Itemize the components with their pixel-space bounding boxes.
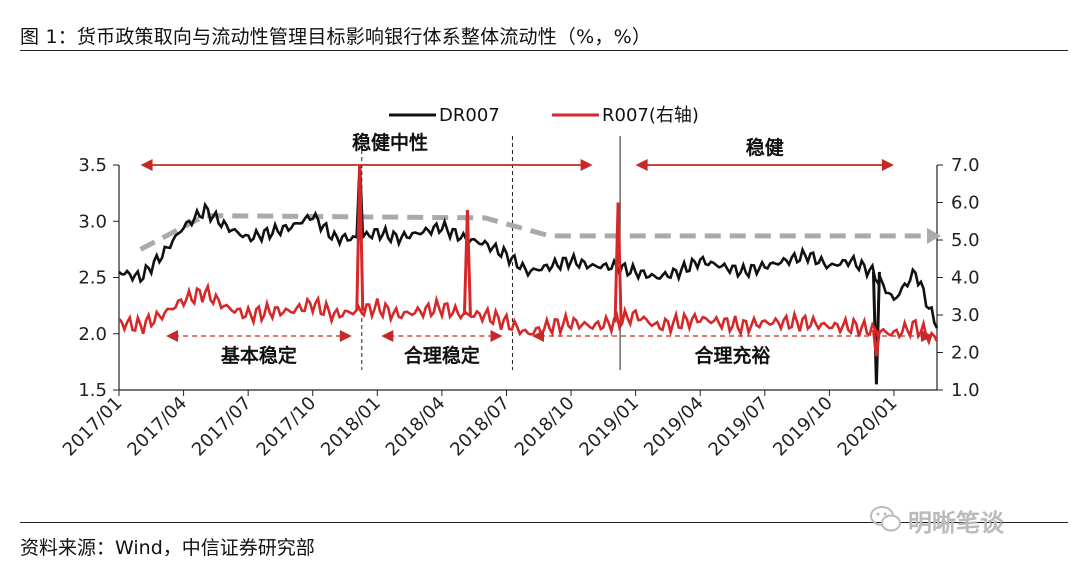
- y-right-tick-label: 7.0: [951, 155, 980, 176]
- y-left-tick-label: 3.0: [78, 211, 107, 232]
- x-tick-label: 2019/10: [769, 393, 837, 461]
- liquidity-label: 合理稳定: [404, 344, 480, 367]
- watermark-text: 明晰笔谈: [908, 509, 1004, 537]
- policy-arrow-head-left: [635, 159, 648, 171]
- liquidity-arrow-head-left: [166, 330, 179, 342]
- x-tick-label: 2020/01: [834, 393, 902, 461]
- trend-arrowhead: [927, 227, 941, 244]
- policy-label: 稳健中性: [352, 131, 428, 154]
- x-tick-label: 2018/10: [511, 393, 579, 461]
- title-rule: [20, 50, 1068, 51]
- series-spike: [871, 271, 881, 385]
- liquidity-arrow-head-left: [532, 330, 544, 342]
- y-right-tick-label: 2.0: [951, 343, 980, 364]
- y-right-tick-label: 6.0: [951, 193, 980, 214]
- y-right-tick-label: 1.0: [951, 380, 980, 401]
- y-left-tick-label: 2.5: [78, 268, 107, 289]
- source-note: 资料来源：Wind，中信证券研究部: [20, 537, 315, 559]
- source-rule: [20, 522, 1068, 523]
- liquidity-arrow-head-right: [921, 330, 933, 342]
- liquidity-arrow-head-right: [339, 330, 352, 342]
- y-left-tick-label: 2.0: [78, 324, 107, 345]
- liquidity-label: 基本稳定: [220, 344, 297, 367]
- series-line-r007: [117, 281, 939, 346]
- x-tick-label: 2017/10: [253, 393, 321, 461]
- x-tick-label: 2018/07: [446, 393, 514, 461]
- x-tick-label: 2019/07: [705, 393, 773, 461]
- y-right-tick-label: 5.0: [951, 230, 980, 251]
- y-right-tick-label: 3.0: [951, 305, 980, 326]
- x-tick-label: 2018/04: [382, 393, 450, 461]
- y-left-tick-label: 1.5: [78, 380, 107, 401]
- trend-line: [139, 213, 937, 252]
- series-spike: [871, 329, 881, 357]
- y-right-tick-label: 4.0: [951, 268, 980, 289]
- x-tick-label: 2018/01: [317, 393, 385, 461]
- series-line-dr007: [118, 201, 939, 329]
- y-left-tick-label: 3.5: [78, 155, 107, 176]
- wechat-icon: [870, 506, 901, 532]
- x-tick-label: 2019/01: [575, 393, 643, 461]
- x-tick-label: 2017/07: [188, 393, 256, 461]
- liquidity-arrow-head-left: [381, 330, 394, 342]
- policy-arrow-head-right: [881, 159, 894, 171]
- x-tick-label: 2017/04: [123, 393, 191, 461]
- series-spike: [613, 202, 623, 323]
- legend-label: DR007: [439, 105, 500, 126]
- x-tick-label: 2019/04: [640, 393, 708, 461]
- liquidity-arrow-head-right: [490, 330, 503, 342]
- series-spike: [462, 209, 472, 316]
- policy-arrow-head-left: [140, 159, 153, 171]
- policy-label: 稳健: [746, 136, 784, 159]
- figure-title: 图 1：货币政策取向与流动性管理目标影响银行体系整体流动性（%，%）: [20, 26, 652, 48]
- legend-label: R007(右轴): [602, 105, 699, 126]
- liquidity-label: 合理充裕: [694, 344, 770, 367]
- x-tick-label: 2017/01: [59, 393, 127, 461]
- policy-arrow-head-right: [580, 159, 593, 171]
